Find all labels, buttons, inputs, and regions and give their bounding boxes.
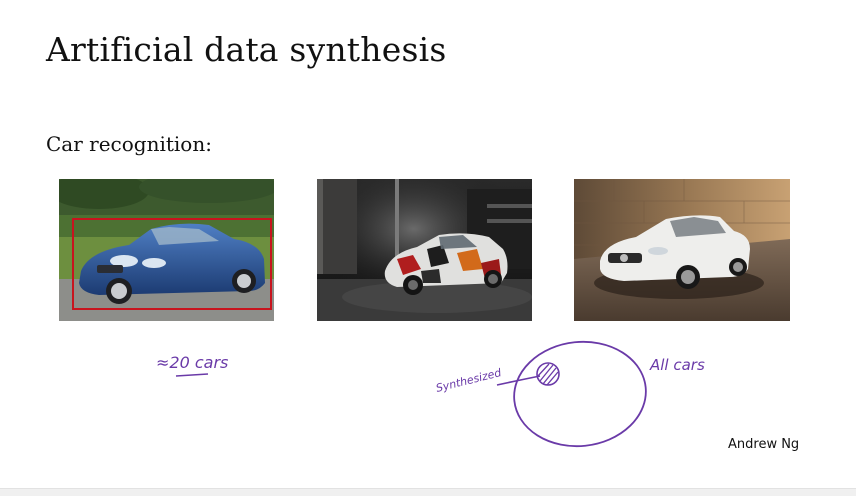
synthesized-label: Synthesized (435, 366, 504, 395)
bottom-strip (0, 488, 856, 496)
count-note: ≈20 cars (156, 353, 228, 372)
car-photo-blue-convertible (59, 179, 274, 321)
subset-hatching (536, 363, 559, 386)
synthesized-subset-circle (536, 362, 560, 386)
slide-title: Artificial data synthesis (46, 30, 447, 69)
car-photo-camouflage (317, 179, 532, 321)
count-underline (175, 373, 209, 377)
all-cars-label: All cars (649, 356, 705, 374)
slide-subtitle: Car recognition: (46, 132, 212, 156)
all-cars-circle (513, 340, 647, 448)
car-photo-white-coupe (574, 179, 790, 321)
pointer-line (496, 375, 541, 386)
author-credit: Andrew Ng (728, 437, 800, 452)
